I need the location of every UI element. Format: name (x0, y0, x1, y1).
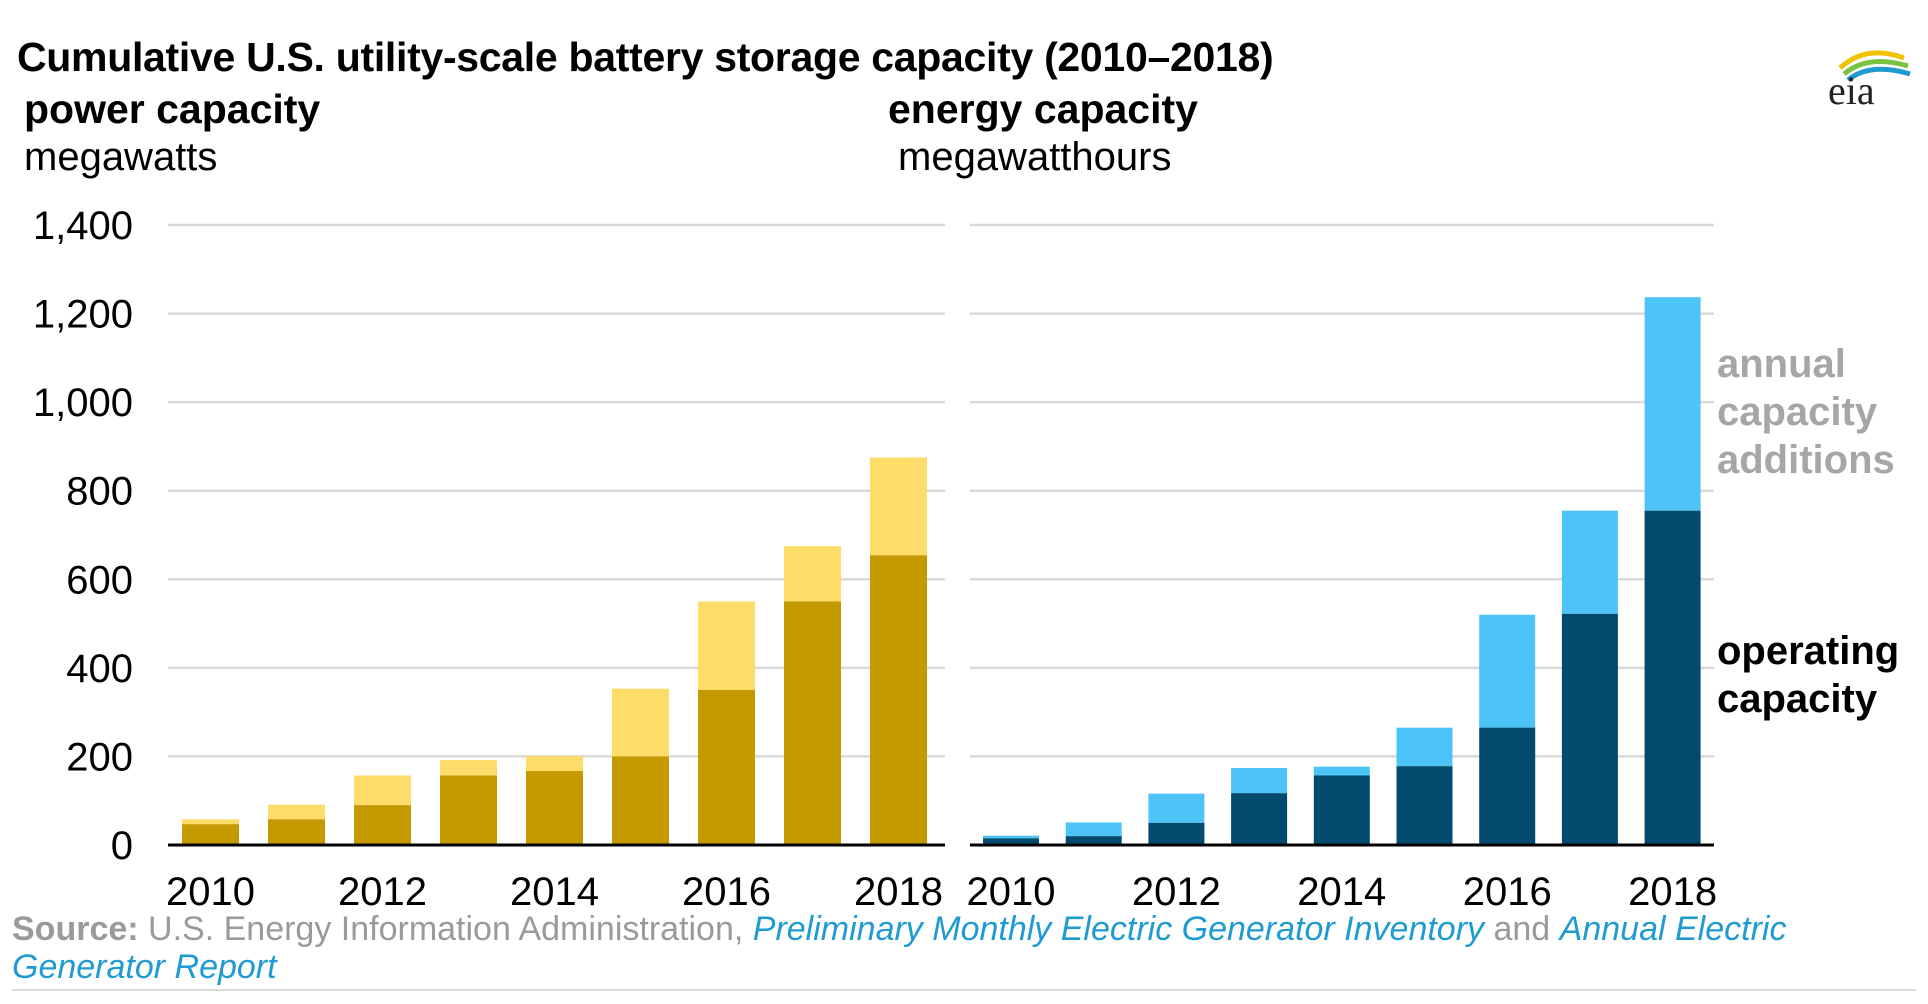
source-text: U.S. Energy Information Administration, (148, 910, 744, 948)
energy-capacity-panel: 2010 2012 2014 2016 2018 (967, 223, 1717, 914)
power-operating-bar-2011 (268, 819, 325, 845)
energy-additions-bar-2015 (1396, 727, 1453, 767)
energy-operating-bar-2016 (1479, 727, 1536, 845)
energy-panel-title: energy capacity (888, 86, 1198, 132)
power-operating-bar-2015 (612, 756, 669, 845)
power-operating-bar-2016 (698, 690, 755, 845)
energy-operating-bar-2018 (1644, 510, 1701, 845)
legend-annual-capacity-additions: annual capacity additions (1717, 342, 1895, 482)
energy-additions-bar-2017 (1561, 510, 1618, 614)
energy-operating-bar-2010 (983, 838, 1039, 845)
power-additions-bar-2014 (526, 755, 583, 772)
power-operating-bar-2014 (526, 771, 583, 845)
energy-additions-bar-2014 (1313, 766, 1370, 776)
power-operating-bar-2013 (440, 775, 497, 845)
power-additions-bar-2010 (182, 819, 239, 825)
legend-operating-capacity: operating capacity (1717, 629, 1900, 721)
bottom-rule (12, 989, 1916, 991)
energy-additions-bar-2018 (1644, 297, 1701, 511)
energy-operating-bar-2011 (1065, 836, 1122, 845)
source-link-annual-report[interactable]: Annual Electric Generator Report (12, 910, 1787, 986)
power-additions-bar-2016 (698, 601, 755, 690)
source-note: Source: U.S. Energy Information Administ… (12, 910, 1852, 986)
energy-additions-bar-2011 (1065, 822, 1122, 837)
energy-operating-bar-2017 (1561, 613, 1618, 845)
power-additions-bar-2017 (784, 546, 841, 602)
power-panel-title: power capacity (24, 86, 321, 132)
y-tick-label: 800 (66, 470, 133, 514)
y-tick-label: 600 (66, 558, 133, 602)
power-capacity-panel: 0 200 400 600 800 1,000 1,200 1,400 2010 2012 2014… (33, 204, 945, 914)
energy-operating-bar-2013 (1231, 793, 1288, 845)
y-tick-label: 1,000 (33, 381, 133, 425)
power-operating-bar-2012 (354, 805, 411, 845)
energy-x-tick-label: 2010 (967, 870, 1056, 914)
power-x-tick-label: 2010 (166, 870, 255, 914)
power-x-tick-label: 2018 (854, 870, 943, 914)
y-tick-label: 1,400 (33, 204, 133, 248)
chart-title: Cumulative U.S. utility-scale battery st… (17, 34, 1274, 80)
energy-x-tick-label: 2014 (1297, 870, 1386, 914)
energy-additions-bar-2013 (1231, 767, 1288, 794)
y-tick-label: 200 (66, 735, 133, 779)
energy-x-tick-label: 2016 (1463, 870, 1552, 914)
power-additions-bar-2012 (354, 775, 411, 806)
power-x-tick-label: 2014 (510, 870, 599, 914)
source-and: and (1493, 910, 1551, 948)
energy-operating-bar-2012 (1148, 822, 1205, 845)
y-tick-label: 400 (66, 647, 133, 691)
eia-logo: eia (1828, 50, 1911, 110)
power-panel-unit: megawatts (24, 135, 218, 179)
power-additions-bar-2011 (268, 804, 325, 820)
energy-panel-unit: megawatthours (898, 135, 1172, 179)
energy-x-tick-label: 2012 (1132, 870, 1221, 914)
energy-operating-bar-2014 (1313, 775, 1370, 845)
y-tick-label: 1,200 (33, 293, 133, 337)
power-operating-bar-2018 (870, 555, 927, 845)
energy-x-tick-label: 2018 (1628, 870, 1717, 914)
power-additions-bar-2015 (612, 688, 669, 757)
source-link-monthly-inventory[interactable]: Preliminary Monthly Electric Generator I… (752, 910, 1485, 948)
energy-additions-bar-2016 (1479, 614, 1536, 728)
power-x-tick-label: 2012 (338, 870, 427, 914)
power-additions-bar-2018 (870, 457, 927, 556)
eia-logo-text: eia (1828, 68, 1875, 110)
power-x-tick-label: 2016 (682, 870, 771, 914)
energy-additions-bar-2010 (983, 835, 1039, 839)
energy-additions-bar-2012 (1148, 793, 1205, 823)
power-operating-bar-2017 (784, 601, 841, 845)
energy-operating-bar-2015 (1396, 766, 1453, 845)
power-additions-bar-2013 (440, 759, 497, 776)
power-operating-bar-2010 (182, 824, 239, 845)
source-label: Source: (12, 910, 139, 948)
y-tick-label: 0 (111, 824, 133, 868)
